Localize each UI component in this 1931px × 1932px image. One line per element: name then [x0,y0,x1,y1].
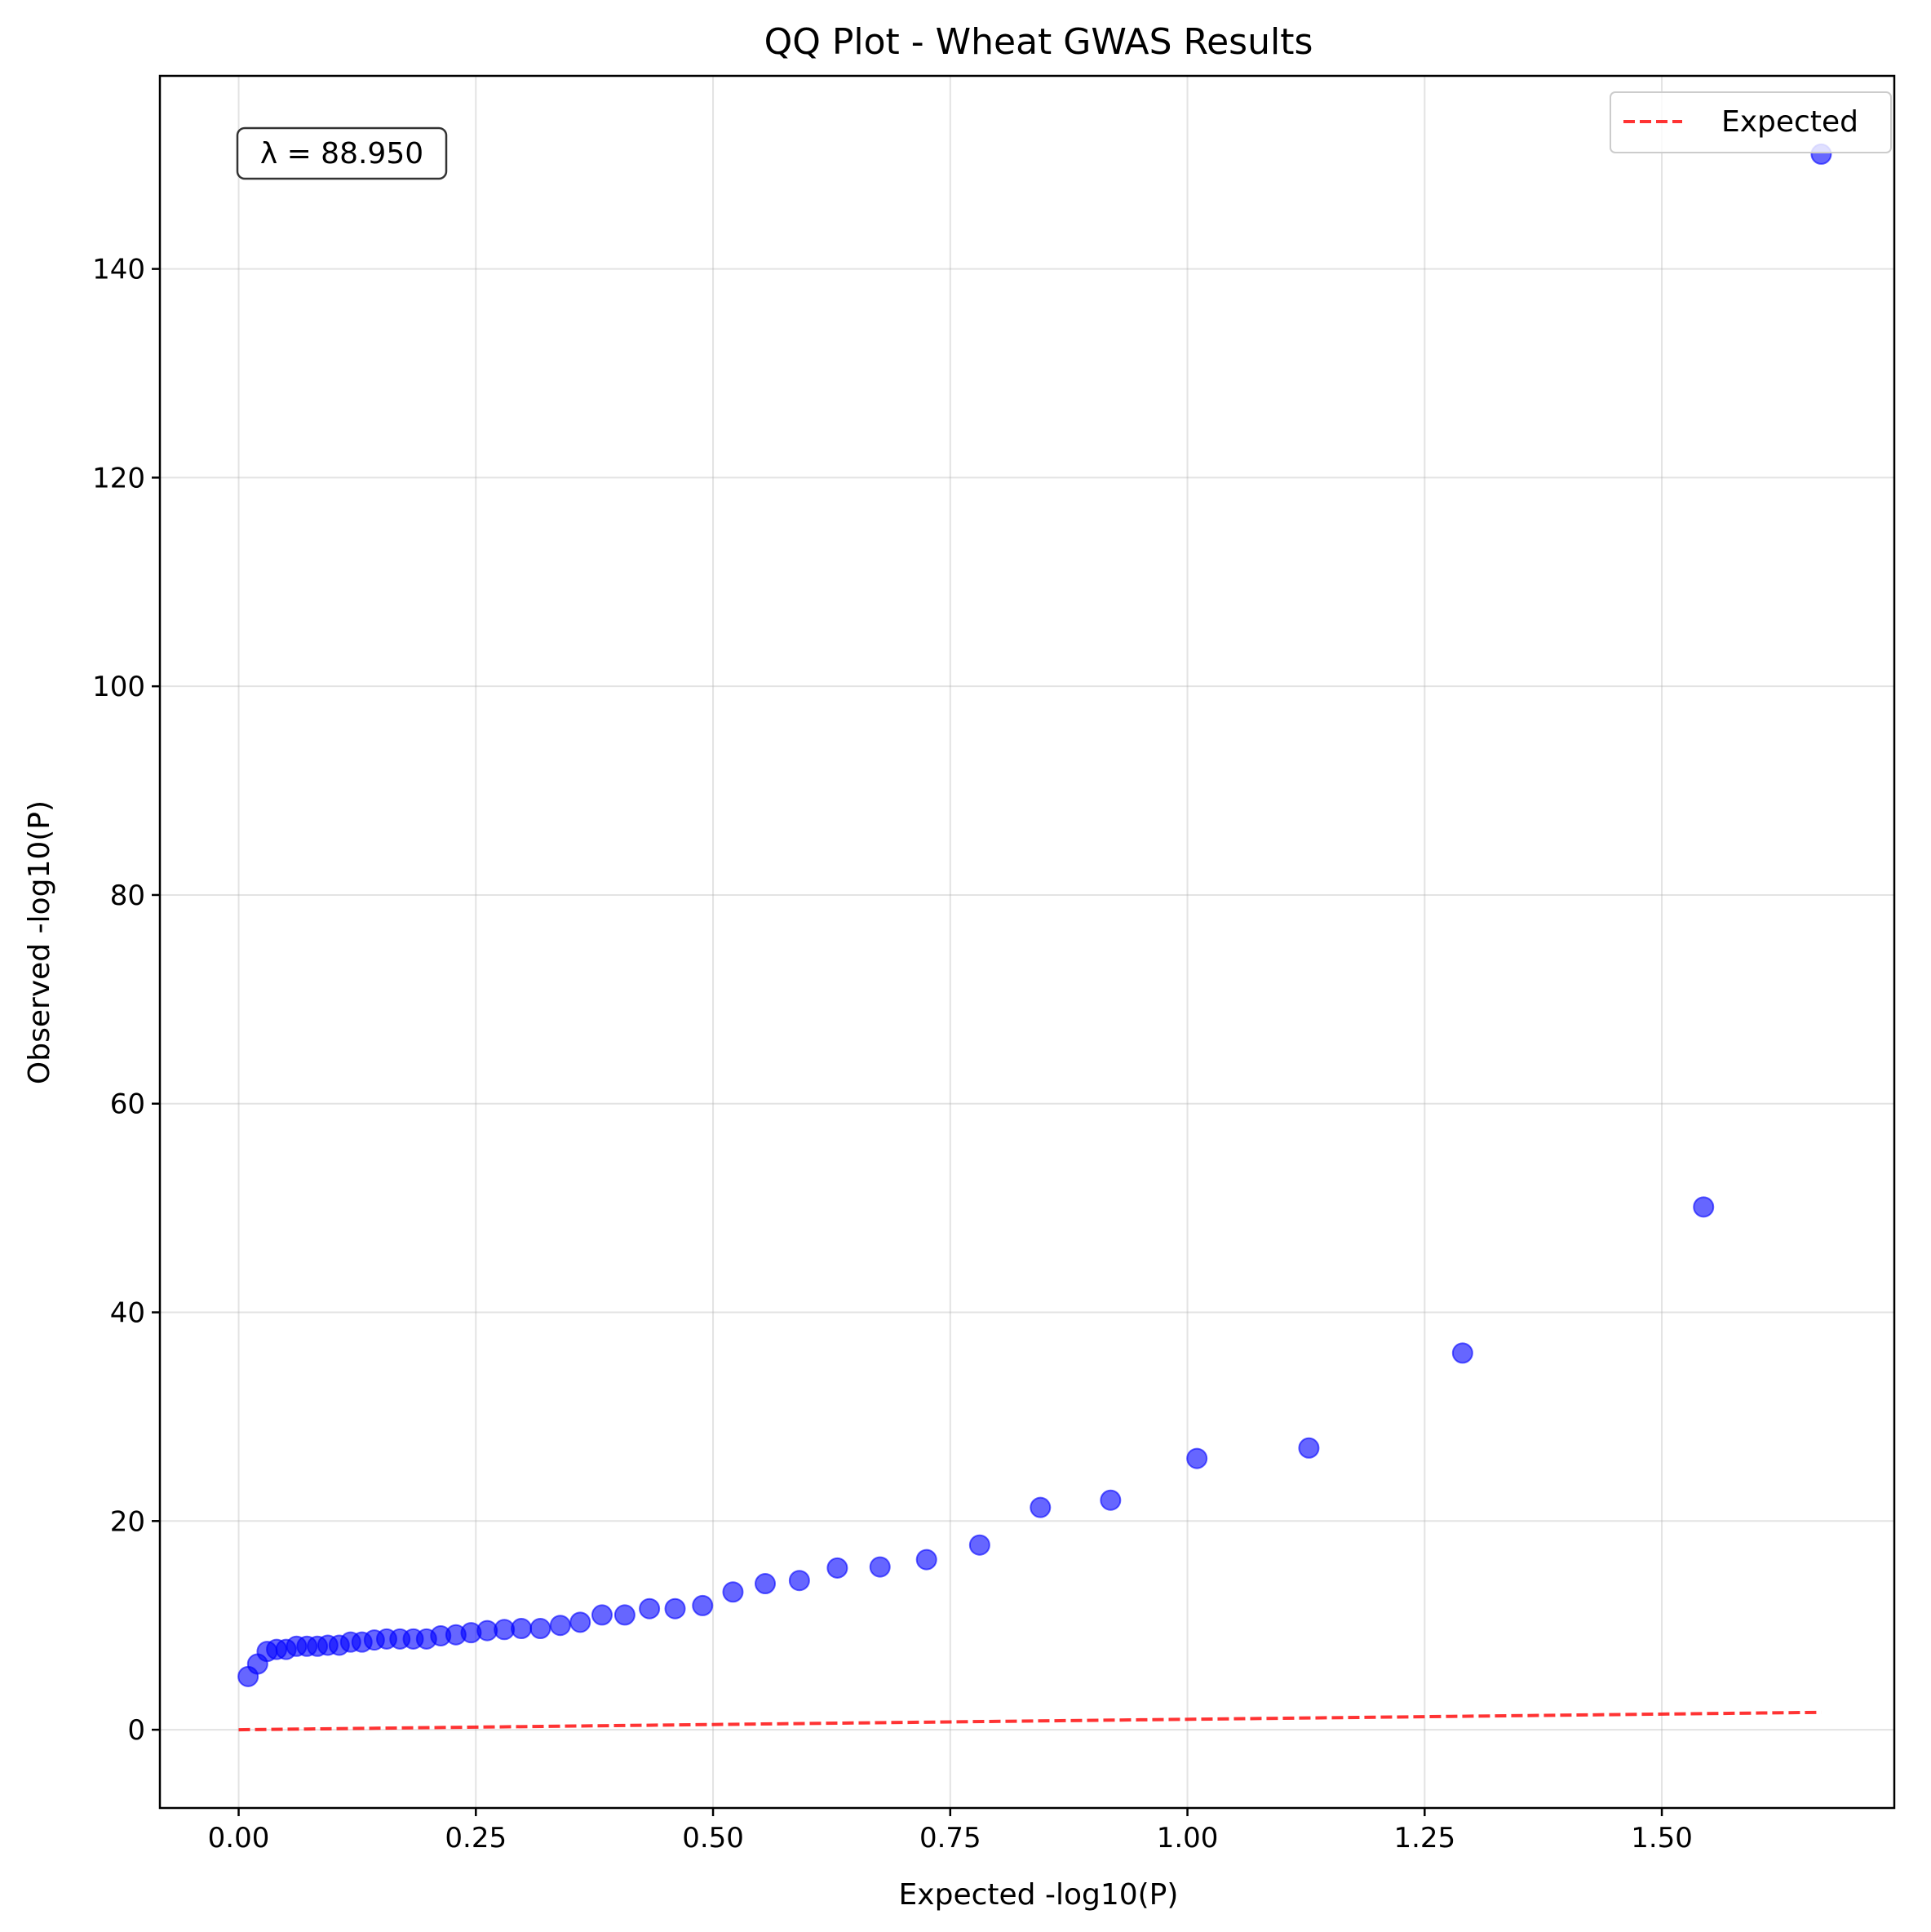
y-axis-label: Observed -log10(P) [23,800,56,1084]
lambda-annotation-box [236,126,448,180]
expected-line-layer [238,1710,1822,1732]
y-tick-label: 60 [110,1088,145,1121]
data-point [968,1534,990,1556]
data-point [511,1618,533,1640]
data-point [569,1611,591,1633]
y-axis-ticks: 0 20 40 60 80 100 120 140 [92,254,160,1747]
y-tick-label: 40 [110,1297,145,1330]
legend-box [1610,91,1892,153]
x-tick-label: 0.00 [208,1822,270,1854]
x-tick-label: 1.00 [1157,1822,1219,1854]
data-point [1451,1342,1473,1364]
chart-title: QQ Plot - Wheat GWAS Results [764,21,1313,63]
data-point [755,1573,777,1595]
y-tick-label: 20 [110,1505,145,1538]
y-tick-label: 80 [110,880,145,912]
y-tick-label: 140 [92,254,145,286]
y-tick-label: 120 [92,462,145,494]
y-tick-label: 100 [92,671,145,703]
data-point [613,1604,636,1626]
plot-area-frame [158,74,1896,1810]
x-tick-label: 0.75 [919,1822,981,1854]
data-point [639,1597,661,1620]
data-point [1186,1447,1208,1469]
data-point [529,1618,551,1640]
grid-lines [160,76,1894,1808]
data-point [1298,1437,1320,1459]
data-point [1030,1496,1052,1518]
legend-label-expected: Expected [1721,105,1858,139]
data-point [664,1597,686,1620]
data-point [869,1556,891,1578]
expected-line [238,1710,1822,1732]
data-point [549,1615,571,1637]
x-tick-label: 0.25 [445,1822,507,1854]
x-axis-ticks: 0.00 0.25 0.50 0.75 1.00 1.25 1.50 [208,1808,1693,1854]
data-point [826,1557,848,1579]
y-tick-label: 0 [127,1714,145,1747]
x-tick-label: 1.50 [1631,1822,1693,1854]
x-axis-label: Expected -log10(P) [899,1878,1179,1912]
x-tick-label: 1.25 [1393,1822,1455,1854]
x-tick-label: 0.50 [682,1822,744,1854]
data-point [692,1594,714,1616]
lambda-annotation: λ = 88.950 [236,126,448,180]
data-point [591,1604,613,1626]
data-point [1693,1196,1715,1218]
data-point [1100,1489,1122,1511]
data-point [915,1549,937,1571]
data-point [788,1570,810,1592]
scatter-points [237,143,1832,1687]
legend: Expected [1610,91,1892,153]
lambda-annotation-text: λ = 88.950 [260,137,423,171]
data-point [722,1581,744,1603]
